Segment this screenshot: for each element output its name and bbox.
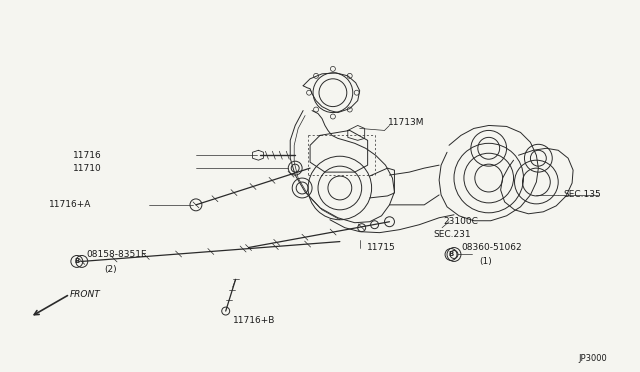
Text: 11716+A: 11716+A <box>49 201 92 209</box>
Text: B: B <box>74 259 79 264</box>
Text: (2): (2) <box>104 265 117 274</box>
Text: SEC.135: SEC.135 <box>563 190 601 199</box>
Text: 11713M: 11713M <box>387 118 424 127</box>
Text: 11716+B: 11716+B <box>233 317 275 326</box>
Text: 11716: 11716 <box>73 151 102 160</box>
Text: FRONT: FRONT <box>70 290 100 299</box>
Text: 08360-51062: 08360-51062 <box>461 243 522 252</box>
Text: 23100C: 23100C <box>443 217 478 226</box>
Text: (1): (1) <box>479 257 492 266</box>
Text: B: B <box>449 251 454 257</box>
Text: SEC.231: SEC.231 <box>433 230 471 239</box>
Text: 11715: 11715 <box>367 243 396 252</box>
Text: 08158-8351E: 08158-8351E <box>87 250 147 259</box>
Text: JP3000: JP3000 <box>578 354 607 363</box>
Text: 11710: 11710 <box>73 164 102 173</box>
